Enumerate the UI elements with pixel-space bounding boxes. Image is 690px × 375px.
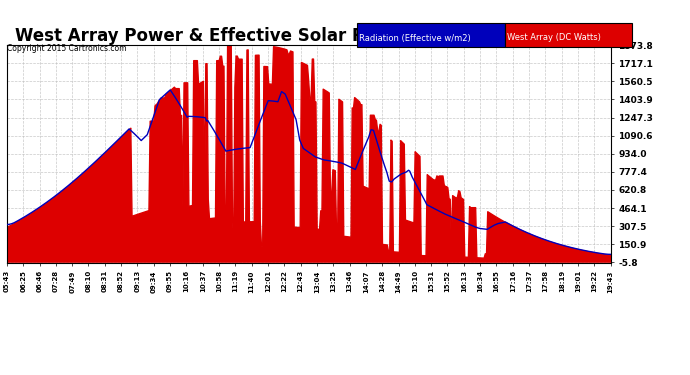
Text: Radiation (Effective w/m2): Radiation (Effective w/m2) (359, 33, 471, 42)
Text: West Array (DC Watts): West Array (DC Watts) (506, 33, 601, 42)
Title: West Array Power & Effective Solar Radiation Thu May 7 19:52: West Array Power & Effective Solar Radia… (15, 27, 602, 45)
Text: Copyright 2015 Cartronics.com: Copyright 2015 Cartronics.com (7, 44, 126, 52)
